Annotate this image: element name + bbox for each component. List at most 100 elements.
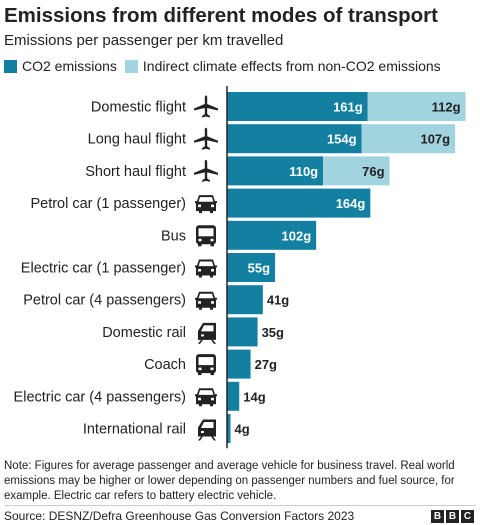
chart-title: Emissions from different modes of transp… (4, 4, 438, 27)
legend-swatch-non-co2 (124, 59, 138, 73)
car-icon-headlight (198, 269, 201, 272)
data-label-co2: 102g (282, 228, 312, 243)
bar-co2 (227, 92, 368, 121)
category-label: Electric car (4 passengers) (14, 389, 186, 405)
bar-co2 (227, 220, 317, 250)
chart-subtitle: Emissions per passenger per km travelled (4, 32, 284, 49)
train-icon-window (201, 325, 214, 332)
bus-icon (196, 354, 216, 376)
train-icon-window (201, 422, 214, 428)
source-text: Source: DESNZ/Defra Greenhouse Gas Conve… (4, 509, 355, 523)
legend-item-co2: CO2 emissions (4, 58, 117, 74)
car-icon-headlight (198, 301, 201, 304)
category-label: Domestic flight (91, 100, 186, 116)
bar-co2 (227, 381, 240, 411)
data-label-co2: 27g (255, 357, 277, 372)
car-icon-headlight (198, 204, 201, 208)
bus-icon (196, 225, 216, 247)
bus-icon-wheel (198, 372, 202, 376)
bus-icon-light (210, 238, 214, 242)
category-label: International rail (83, 422, 186, 438)
car-icon-windshield (198, 261, 214, 267)
plane-icon (194, 159, 218, 182)
car-icon (195, 259, 217, 278)
train-icon-leg (198, 339, 203, 344)
data-label-co2: 14g (243, 389, 265, 404)
bar-co2 (227, 188, 371, 218)
bar-co2 (227, 317, 258, 347)
train-icon-leg (198, 436, 203, 441)
category-label: Short haul flight (85, 164, 186, 180)
car-icon-headlight (211, 397, 214, 401)
bbc-logo-letter: B (446, 510, 459, 523)
plane-icon-shape (194, 127, 218, 150)
bar-co2 (227, 349, 251, 379)
car-icon-headlight (211, 204, 214, 208)
train-icon-leg (211, 339, 216, 344)
car-icon (195, 291, 217, 310)
train-icon-leg (211, 436, 216, 441)
data-label-co2: 110g (289, 164, 318, 179)
data-label-co2: 164g (336, 196, 366, 211)
bus-icon-window (198, 357, 214, 366)
legend-swatch-co2 (4, 59, 17, 73)
bar-co2 (227, 285, 263, 315)
plane-icon (194, 127, 218, 150)
car-icon-headlight (198, 397, 201, 401)
bar-co2 (227, 124, 362, 154)
data-label-non-co2: 112g (432, 100, 461, 115)
category-label: Domestic rail (102, 325, 186, 341)
data-label-co2: 154g (327, 132, 357, 147)
car-icon-windshield (198, 197, 214, 202)
bus-icon-light (210, 367, 214, 371)
bar-non-co2 (367, 92, 466, 121)
bar-co2 (227, 253, 276, 282)
bus-icon-window (198, 228, 214, 237)
car-icon (195, 195, 217, 214)
data-label-co2: 161g (333, 100, 363, 115)
data-label-non-co2: 76g (362, 164, 384, 179)
car-icon-headlight (211, 269, 214, 272)
category-label: Bus (161, 228, 186, 244)
bbc-logo-letter: C (461, 510, 474, 523)
plane-icon-shape (194, 95, 218, 118)
category-label: Coach (144, 357, 186, 373)
bar-non-co2 (361, 124, 456, 154)
bar-co2 (227, 156, 324, 186)
data-label-co2: 35g (262, 325, 284, 340)
chart-note: Note: Figures for average passenger and … (4, 460, 455, 502)
bar-non-co2 (323, 156, 390, 186)
car-icon (195, 388, 217, 407)
bus-icon-wheel (210, 372, 214, 376)
data-label-non-co2: 107g (420, 132, 450, 147)
car-icon-windshield (198, 293, 214, 299)
train-icon-light (201, 431, 204, 433)
legend-label-co2: CO2 emissions (22, 58, 117, 74)
bus-icon-light (198, 238, 202, 242)
plane-icon (194, 95, 218, 118)
data-label-co2: 41g (267, 293, 289, 308)
bar-chart: Domestic flight 161g 112g Long haul flight 1… (14, 86, 466, 449)
legend-item-non-co2: Indirect climate effects from non-CO2 em… (124, 58, 441, 74)
category-label: Petrol car (1 passenger) (30, 196, 186, 212)
bus-icon-light (198, 367, 202, 371)
bus-icon-wheel (198, 243, 202, 247)
category-label: Long haul flight (88, 132, 186, 148)
data-label-co2: 4g (234, 422, 249, 437)
train-icon (198, 322, 216, 344)
train-icon-light (201, 334, 204, 337)
plane-icon-shape (194, 159, 218, 182)
car-icon-headlight (211, 301, 214, 304)
bbc-logo: B B C (429, 510, 474, 523)
train-icon (198, 419, 216, 441)
data-label-co2: 55g (248, 261, 270, 276)
car-icon-windshield (198, 390, 214, 395)
bus-icon-wheel (210, 243, 214, 247)
legend: CO2 emissions Indirect climate effects f… (4, 56, 449, 76)
category-label: Petrol car (4 passengers) (23, 293, 186, 309)
bbc-logo-letter: B (431, 510, 444, 523)
legend-label-non-co2: Indirect climate effects from non-CO2 em… (142, 58, 441, 74)
footer-divider (4, 505, 476, 506)
bar-co2 (227, 414, 231, 443)
